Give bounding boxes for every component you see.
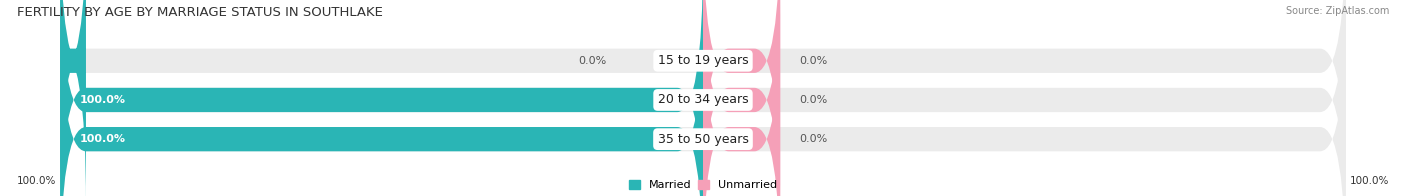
Text: 0.0%: 0.0%: [800, 134, 828, 144]
Text: Source: ZipAtlas.com: Source: ZipAtlas.com: [1285, 6, 1389, 16]
Text: 35 to 50 years: 35 to 50 years: [658, 133, 748, 146]
FancyBboxPatch shape: [703, 0, 780, 196]
FancyBboxPatch shape: [60, 0, 1346, 196]
Text: 0.0%: 0.0%: [578, 56, 606, 66]
FancyBboxPatch shape: [60, 0, 703, 196]
Text: 100.0%: 100.0%: [1350, 176, 1389, 186]
Text: 15 to 19 years: 15 to 19 years: [658, 54, 748, 67]
FancyBboxPatch shape: [60, 0, 86, 196]
FancyBboxPatch shape: [60, 0, 1346, 196]
Text: 0.0%: 0.0%: [800, 95, 828, 105]
Text: 0.0%: 0.0%: [800, 56, 828, 66]
FancyBboxPatch shape: [60, 0, 703, 196]
Text: 100.0%: 100.0%: [80, 95, 125, 105]
Text: FERTILITY BY AGE BY MARRIAGE STATUS IN SOUTHLAKE: FERTILITY BY AGE BY MARRIAGE STATUS IN S…: [17, 6, 382, 19]
FancyBboxPatch shape: [703, 0, 780, 196]
Legend: Married, Unmarried: Married, Unmarried: [628, 180, 778, 191]
Text: 20 to 34 years: 20 to 34 years: [658, 93, 748, 106]
FancyBboxPatch shape: [60, 0, 1346, 196]
Text: 100.0%: 100.0%: [80, 134, 125, 144]
Text: 100.0%: 100.0%: [17, 176, 56, 186]
FancyBboxPatch shape: [703, 0, 780, 196]
